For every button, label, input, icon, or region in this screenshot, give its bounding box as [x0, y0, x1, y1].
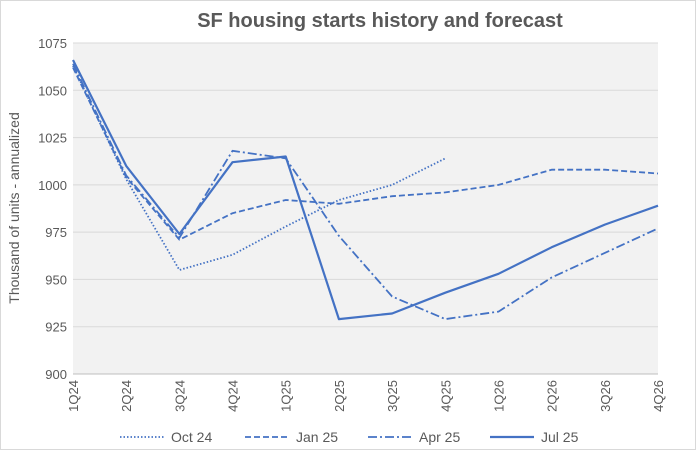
y-tick-label: 1050 [38, 83, 67, 98]
x-tick-label: 1Q25 [279, 380, 294, 412]
y-tick-label: 900 [45, 367, 67, 382]
legend-label: Jul 25 [541, 429, 579, 445]
x-tick-label: 2Q26 [545, 380, 560, 412]
y-tick-labels: 900 925 950 975 1000 1025 1050 1075 [38, 36, 67, 382]
x-tick-label: 2Q24 [119, 380, 134, 412]
series-line-apr-25 [72, 63, 659, 320]
gridlines [73, 42, 658, 375]
x-tick-label: 1Q24 [66, 380, 81, 412]
x-tick-label: 3Q24 [172, 380, 187, 412]
x-tick-label: 2Q25 [332, 380, 347, 412]
x-tick-labels: 1Q24 2Q24 3Q24 4Q24 1Q25 2Q25 3Q25 4Q25 1Q26 2Q26… [66, 380, 666, 412]
x-tick-label: 4Q25 [438, 380, 453, 412]
y-tick-label: 950 [45, 272, 67, 287]
legend-label: Oct 24 [171, 429, 212, 445]
x-tick-label: 1Q26 [491, 380, 506, 412]
legend-label: Jan 25 [296, 429, 338, 445]
y-tick-label: 1000 [38, 178, 67, 193]
y-tick-label: 975 [45, 225, 67, 240]
y-tick-label: 925 [45, 320, 67, 335]
legend: Oct 24 Jan 25 Apr 25 Jul 25 [120, 429, 579, 445]
x-tick-label: 4Q24 [226, 380, 241, 412]
y-tick-label: 1025 [38, 131, 67, 146]
x-tick-label: 4Q26 [651, 380, 666, 412]
series-lines [72, 59, 659, 321]
legend-label: Apr 25 [419, 429, 460, 445]
plot-area [73, 43, 658, 374]
x-tick-label: 3Q25 [385, 380, 400, 412]
series-line-jan-25 [72, 67, 659, 241]
series-line-oct-24 [72, 65, 446, 271]
series-line-jul-25 [72, 59, 659, 321]
y-axis-label: Thousand of units - annualized [6, 112, 22, 303]
y-tick-label: 1075 [38, 36, 67, 51]
x-tick-label: 3Q26 [598, 380, 613, 412]
chart-title: SF housing starts history and forecast [197, 10, 563, 32]
